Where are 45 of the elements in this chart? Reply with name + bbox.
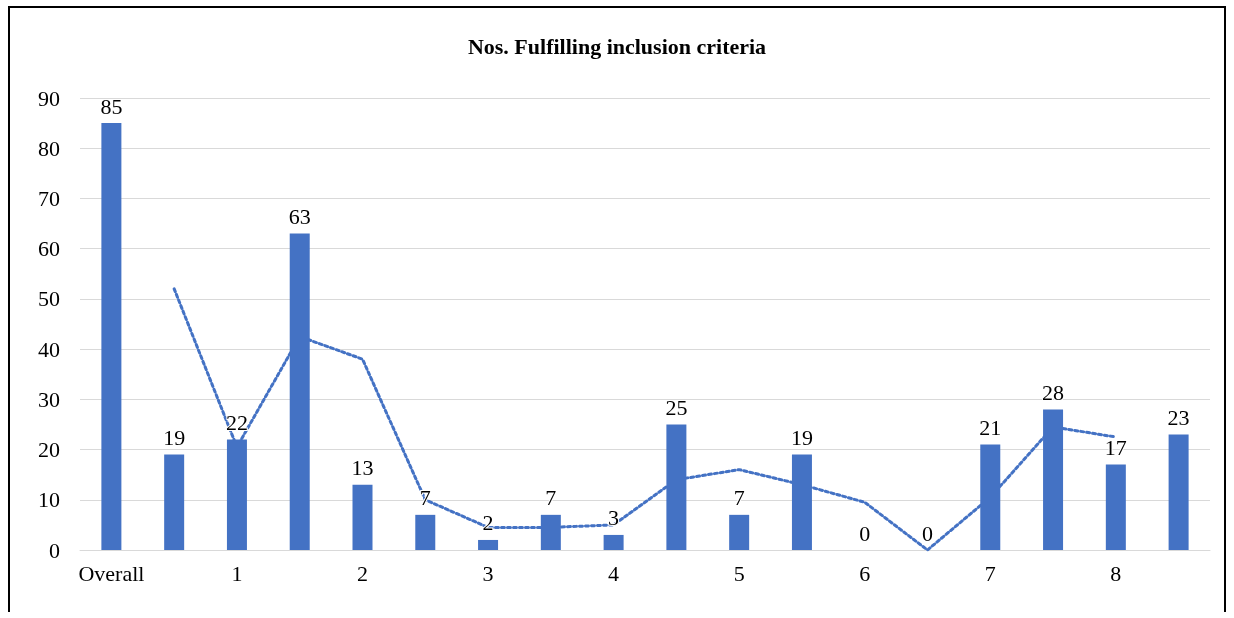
bar bbox=[478, 539, 499, 550]
x-tick-label: 2 bbox=[357, 560, 368, 586]
data-label: 23 bbox=[1167, 404, 1190, 430]
data-label: 0 bbox=[922, 520, 933, 546]
data-label: 19 bbox=[790, 425, 813, 451]
y-tick-label: 0 bbox=[49, 537, 60, 563]
bar bbox=[1168, 434, 1189, 550]
y-tick-label: 70 bbox=[38, 185, 60, 211]
data-label: 17 bbox=[1104, 435, 1127, 461]
data-label: 0 bbox=[859, 520, 871, 546]
bar bbox=[352, 484, 373, 550]
x-tick-label: 1 bbox=[231, 560, 243, 586]
y-tick-label: 40 bbox=[38, 336, 60, 362]
data-label: 7 bbox=[545, 485, 557, 511]
bar bbox=[415, 514, 436, 550]
data-label: 25 bbox=[665, 394, 688, 420]
x-tick-label: 8 bbox=[1110, 560, 1122, 586]
x-tick-label: 7 bbox=[984, 560, 996, 586]
y-tick-label: 50 bbox=[38, 286, 60, 312]
data-label: 21 bbox=[979, 415, 1002, 441]
y-tick-label: 90 bbox=[38, 85, 60, 111]
data-label: 63 bbox=[288, 204, 311, 230]
x-tick-label: 6 bbox=[859, 560, 871, 586]
x-tick-label: Overall bbox=[78, 560, 145, 586]
y-tick-label: 30 bbox=[38, 386, 60, 412]
x-tick-label: 3 bbox=[482, 560, 494, 586]
data-label: 22 bbox=[225, 410, 248, 436]
bar bbox=[164, 454, 185, 550]
data-label: 28 bbox=[1042, 379, 1065, 405]
bar bbox=[729, 514, 750, 550]
chart-title: Nos. Fulfilling inclusion criteria bbox=[467, 33, 767, 59]
bar bbox=[603, 534, 624, 550]
data-label: 3 bbox=[608, 505, 620, 531]
data-label: 7 bbox=[733, 485, 745, 511]
x-tick-label: 4 bbox=[608, 560, 620, 586]
data-label: 13 bbox=[351, 455, 374, 481]
y-tick-label: 80 bbox=[38, 135, 60, 161]
y-tick-label: 60 bbox=[38, 236, 60, 262]
x-tick-label: 5 bbox=[733, 560, 745, 586]
y-tick-label: 10 bbox=[38, 487, 60, 513]
y-tick-label: 20 bbox=[38, 437, 60, 463]
data-label: 19 bbox=[163, 425, 186, 451]
data-label: 85 bbox=[100, 93, 123, 119]
bar bbox=[1105, 464, 1126, 550]
bar bbox=[101, 123, 122, 550]
